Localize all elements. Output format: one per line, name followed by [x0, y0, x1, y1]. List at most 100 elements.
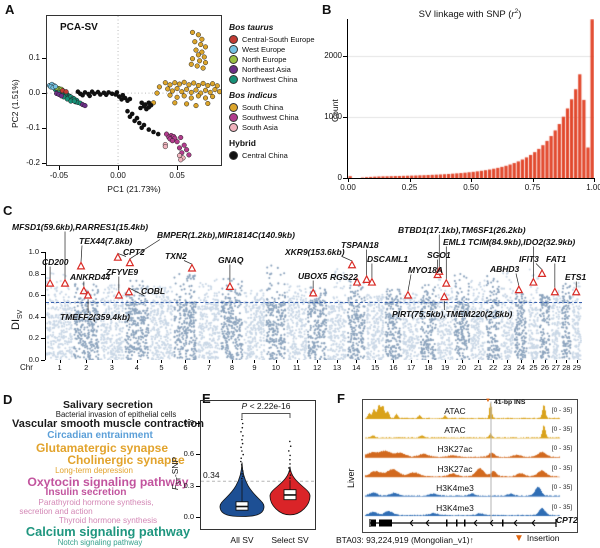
locus-arrow-icon: ↑ — [469, 535, 474, 545]
legend-item: West Europe — [229, 44, 324, 54]
pvalue-rest: < 2.22e-16 — [247, 401, 291, 411]
chr-tick-label: 2 — [84, 363, 89, 372]
dlsv-y-tick-label: 1.0 — [28, 247, 39, 256]
pvalue-label: P < 2.22e-16 — [213, 401, 319, 411]
legend-item-label: North Europe — [242, 54, 287, 64]
histogram-title-suffix: ) — [518, 9, 522, 21]
dlsv-y-tick-label: 0.0 — [28, 355, 39, 364]
chr-tick-label: 3 — [109, 363, 114, 372]
chr-tick-label: 15 — [370, 363, 380, 372]
tracks-overlay — [369, 401, 557, 527]
chr-tick — [136, 360, 138, 363]
pca-x-tick — [118, 166, 120, 170]
chr-tick-label: 14 — [352, 363, 361, 372]
chr-tick — [59, 360, 61, 363]
violin-outlier-dot — [289, 458, 291, 461]
gene-annotation-label: ETS1 — [565, 272, 587, 282]
violin-y-tick-label: 0.6 — [183, 449, 194, 458]
chr-tick-label: 22 — [489, 363, 498, 372]
legend-group-title: Bos indicus — [229, 90, 278, 100]
dlsv-y-tick — [41, 273, 45, 275]
gene-annotation-label: COBL — [141, 286, 166, 296]
pca-y-tick — [42, 58, 46, 60]
track-range: [0 - 35] — [551, 464, 572, 472]
violin-outlier-dot — [241, 477, 243, 480]
category-label-all-sv: All SV — [230, 535, 254, 545]
insertion-legend-label: Insertion — [526, 533, 560, 543]
hist-x-tick-label: 1.00 — [586, 183, 600, 192]
violin-outlier-dot — [241, 450, 243, 452]
chr-tick — [336, 360, 338, 363]
pvalue-p: P — [241, 401, 248, 411]
pca-y-tick — [42, 93, 46, 95]
legend-item-label: Central-South Europe — [242, 34, 315, 44]
pathway-term: Cholinergic synapse — [67, 453, 185, 468]
legend-item: Central-South Europe — [229, 34, 324, 44]
legend-item-label: South China — [242, 102, 284, 112]
chr-tick-label: 13 — [332, 363, 342, 372]
legend-item-label: Central China — [242, 150, 288, 160]
gene-annotation-label: MYO18A — [408, 265, 443, 275]
chr-tick-label: 28 — [562, 363, 571, 372]
pca-y-tick — [42, 162, 46, 164]
histogram-title-prefix: SV linkage with SNP ( — [418, 9, 512, 21]
hist-x-tick — [532, 178, 534, 182]
legend-item: Northeast Asia — [229, 64, 324, 74]
dlsv-y-tick-label: 0.2 — [28, 333, 39, 343]
chr-tick — [493, 360, 495, 363]
violin-outlier-dot — [240, 460, 242, 463]
legend-item-label: Southwest China — [242, 112, 299, 122]
panel-f-label: F — [337, 391, 345, 406]
hist-x-axis — [347, 178, 594, 179]
chr-tick-label: 19 — [440, 363, 450, 372]
violin-outlier-dot — [241, 467, 243, 469]
category-label-select-sv: Select SV — [271, 535, 309, 545]
hist-x-tick — [471, 178, 472, 182]
panel-d-label: D — [3, 392, 13, 407]
pca-plot — [46, 15, 222, 166]
chr-tick — [555, 360, 557, 363]
pathway-term: Salivary secretion — [63, 399, 153, 411]
chr-tick — [411, 360, 413, 363]
pca-plot-border — [46, 15, 222, 166]
pathway-term: secretion and action — [19, 506, 93, 516]
pathway-term: Insulin secretion — [45, 487, 127, 499]
threshold-value-label: 0.34 — [203, 470, 220, 480]
chr-tick — [86, 360, 88, 363]
chr-tick — [254, 360, 256, 363]
pca-y-tick-label: -0.1 — [26, 122, 40, 132]
chr-tick-label: 5 — [159, 363, 164, 372]
pathway-term: Thyroid hormone synthesis — [58, 515, 158, 525]
violin-outlier-dot — [289, 454, 291, 457]
chr-tick-label: 17 — [406, 363, 416, 372]
gene-annotation-label: MFSD1(59.6kb),RARRES1(15.4kb) — [12, 222, 149, 232]
violin-outlier-dot — [241, 438, 243, 441]
gene-annotation-label: TCIM(84.9kb),IDO2(32.9kb) — [468, 237, 576, 247]
pca-legend: Bos taurus Central-South Europe West Europ… — [229, 16, 324, 160]
chr-tick — [520, 360, 522, 363]
chr-tick — [507, 360, 509, 363]
legend-item-label: South Asia — [242, 122, 278, 132]
gene-annotation-label: UBOX5 — [298, 271, 328, 281]
violin-y-tick — [196, 517, 200, 518]
chr-tick-label: 6 — [183, 363, 188, 372]
chr-tick-label: 26 — [540, 363, 550, 372]
pathway-term: Oxytocin signaling pathway — [27, 474, 189, 489]
tracks-box — [362, 399, 578, 533]
gene-annotation-label: TMEFF2(359.4kb) — [60, 312, 130, 322]
chr-tick — [478, 360, 480, 363]
pathway-term: Bacterial invasion of epithelial cells — [55, 410, 177, 420]
violin-outlier-dot — [289, 463, 291, 465]
chr-tick-label: 8 — [229, 363, 235, 372]
histogram-title-sup: 2 — [514, 8, 519, 15]
legend-dot-icon — [229, 150, 238, 160]
chr-tick — [445, 360, 447, 363]
chr-tick — [356, 360, 358, 363]
pathway-term: Circadian entrainment — [47, 430, 153, 442]
chr-tick — [393, 360, 395, 363]
chr-tick — [533, 360, 535, 363]
gene-annotation-label: SGO1 — [427, 250, 451, 260]
chr-tick — [317, 360, 319, 363]
legend-item: North Europe — [229, 54, 324, 64]
